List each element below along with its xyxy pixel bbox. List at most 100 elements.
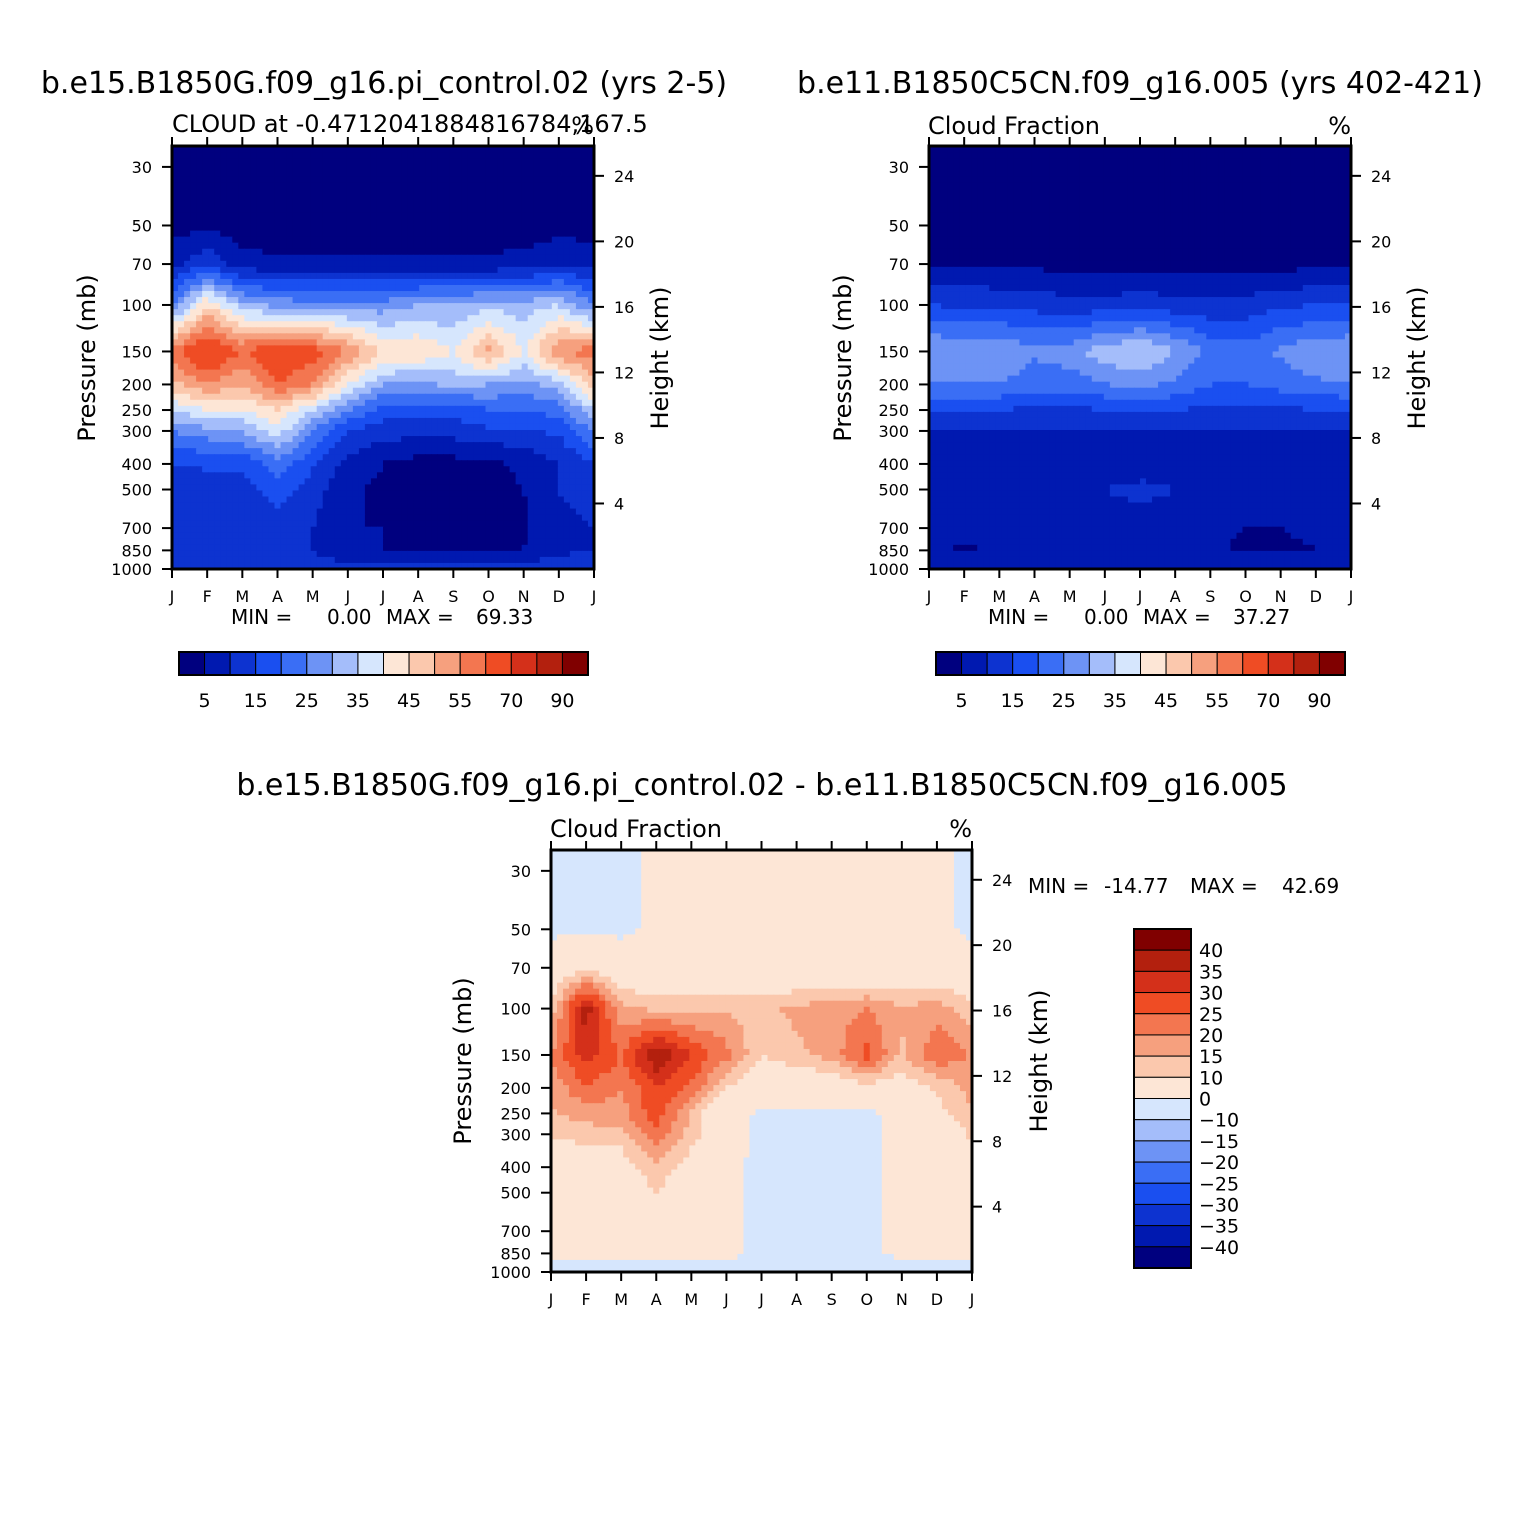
- field-cell: [238, 544, 245, 552]
- field-cell: [473, 164, 481, 171]
- field-cell: [304, 206, 312, 214]
- field-cell: [491, 411, 499, 419]
- field-cell: [533, 176, 541, 183]
- field-cell: [419, 544, 426, 552]
- field-cell: [172, 176, 179, 183]
- field-cell: [419, 550, 426, 558]
- field-cell: [364, 484, 372, 492]
- field-cell: [364, 284, 372, 292]
- field-cell: [587, 423, 595, 431]
- field-cell: [455, 158, 462, 165]
- field-cell: [172, 472, 179, 479]
- field-cell: [274, 448, 282, 455]
- field-cell: [364, 291, 372, 298]
- field-cell: [346, 460, 354, 467]
- field-cell: [244, 399, 251, 407]
- field-cell: [485, 526, 493, 534]
- field-cell: [509, 272, 517, 280]
- field-cell: [473, 351, 481, 359]
- field-cell: [557, 526, 565, 534]
- field-cell: [298, 520, 306, 528]
- field-cell: [383, 417, 390, 425]
- field-cell: [292, 291, 300, 298]
- field-cell: [172, 315, 179, 322]
- panel-1-subtitle: CLOUD at -0.4712041884816784,167.5: [172, 110, 648, 138]
- field-cell: [268, 278, 276, 286]
- field-cell: [220, 254, 227, 262]
- field-cell: [515, 182, 523, 189]
- field-cell: [376, 194, 384, 201]
- field-cell: [220, 393, 227, 401]
- field-cell: [473, 230, 481, 238]
- field-cell: [503, 284, 511, 292]
- field-cell: [431, 152, 438, 159]
- field-cell: [389, 315, 396, 322]
- field-cell: [383, 218, 390, 226]
- field-cell: [443, 212, 450, 220]
- field-cell: [527, 254, 535, 262]
- field-cell: [202, 363, 209, 371]
- field-cell: [563, 490, 571, 498]
- field-cell: [208, 381, 215, 389]
- field-cell: [389, 357, 396, 365]
- field-cell: [358, 146, 366, 153]
- field-cell: [449, 562, 456, 570]
- field-cell: [575, 230, 583, 238]
- field-cell: [244, 448, 251, 455]
- field-cell: [551, 146, 559, 153]
- field-cell: [352, 272, 360, 280]
- field-cell: [383, 146, 390, 153]
- field-cell: [389, 182, 396, 189]
- field-cell: [322, 309, 330, 316]
- field-cell: [539, 363, 547, 371]
- field-cell: [244, 550, 251, 558]
- field-cell: [196, 448, 203, 455]
- field-cell: [473, 260, 481, 268]
- field-cell: [485, 272, 493, 280]
- field-cell: [479, 508, 487, 516]
- field-cell: [449, 182, 456, 189]
- field-cell: [232, 436, 239, 443]
- field-cell: [304, 194, 312, 201]
- field-cell: [328, 278, 336, 286]
- field-cell: [280, 309, 288, 316]
- field-cell: [202, 369, 209, 377]
- field-cell: [425, 212, 432, 220]
- field-cell: [401, 309, 408, 316]
- field-cell: [196, 436, 203, 443]
- field-cell: [280, 538, 288, 546]
- field-cell: [455, 387, 462, 395]
- field-cell: [190, 303, 197, 310]
- field-cell: [268, 345, 276, 353]
- field-cell: [340, 333, 348, 340]
- field-cell: [533, 532, 541, 540]
- field-cell: [413, 544, 420, 552]
- field-cell: [431, 170, 438, 177]
- field-cell: [358, 164, 366, 171]
- field-cell: [292, 152, 300, 159]
- field-cell: [346, 284, 354, 292]
- field-cell: [286, 399, 294, 407]
- y-tick-label-right: 8: [614, 429, 624, 448]
- field-cell: [364, 182, 372, 189]
- field-cell: [244, 562, 251, 570]
- field-cell: [581, 502, 589, 510]
- field-cell: [364, 248, 372, 256]
- field-cell: [232, 303, 239, 310]
- field-cell: [455, 315, 462, 322]
- field-cell: [479, 158, 487, 165]
- field-cell: [509, 212, 517, 220]
- field-cell: [545, 520, 553, 528]
- field-cell: [250, 200, 257, 208]
- field-cell: [533, 357, 541, 365]
- field-cell: [563, 345, 571, 353]
- field-cell: [244, 411, 251, 419]
- field-cell: [208, 399, 215, 407]
- field-cell: [274, 466, 282, 473]
- field-cell: [575, 550, 583, 558]
- field-cell: [322, 363, 330, 371]
- field-cell: [298, 182, 306, 189]
- field-cell: [376, 363, 384, 371]
- field-cell: [316, 182, 324, 189]
- field-cell: [178, 466, 185, 473]
